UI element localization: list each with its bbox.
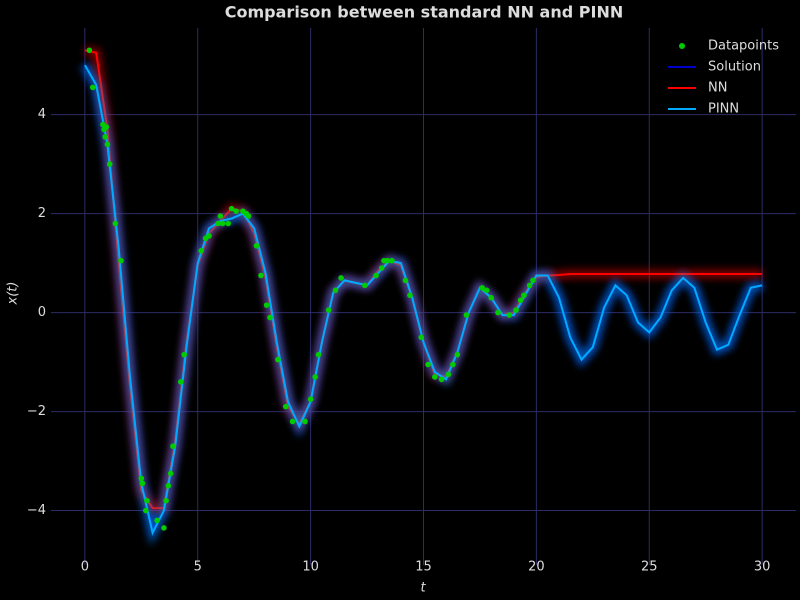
legend-label: PINN bbox=[708, 102, 739, 117]
y-tick-label: 0 bbox=[38, 305, 46, 320]
legend-label: Solution bbox=[708, 60, 761, 75]
data-point bbox=[102, 134, 108, 140]
data-point bbox=[154, 517, 160, 524]
x-tick-label: 5 bbox=[194, 560, 202, 575]
data-point bbox=[438, 376, 445, 383]
data-point bbox=[106, 161, 113, 167]
data-point bbox=[389, 257, 395, 264]
data-point bbox=[495, 309, 501, 316]
line bbox=[84, 64, 763, 536]
data-point bbox=[167, 470, 174, 477]
data-point bbox=[289, 418, 296, 425]
data-point bbox=[161, 525, 167, 531]
data-point bbox=[325, 307, 332, 313]
data-point bbox=[178, 379, 184, 385]
data-point bbox=[104, 141, 111, 148]
data-point bbox=[530, 277, 536, 284]
data-point bbox=[454, 351, 461, 358]
data-point bbox=[253, 242, 260, 249]
y-tick-label: 4 bbox=[38, 107, 46, 122]
data-point bbox=[112, 220, 119, 227]
y-tick-label: −4 bbox=[27, 503, 46, 518]
data-point bbox=[307, 396, 314, 402]
data-point bbox=[402, 277, 409, 284]
data-point bbox=[138, 475, 145, 482]
data-point bbox=[86, 47, 93, 54]
data-point bbox=[450, 361, 456, 368]
x-tick-label: 25 bbox=[641, 560, 658, 575]
data-point bbox=[479, 285, 485, 291]
data-point bbox=[163, 497, 169, 504]
data-point bbox=[144, 497, 150, 504]
data-point bbox=[258, 272, 264, 279]
data-point bbox=[384, 257, 391, 264]
x-tick-label: 0 bbox=[81, 560, 89, 575]
data-point bbox=[275, 356, 281, 363]
x-axis-label: t bbox=[420, 581, 426, 596]
data-point bbox=[219, 220, 226, 227]
data-point bbox=[263, 302, 270, 308]
y-tick-label: 2 bbox=[38, 206, 46, 221]
data-point bbox=[217, 213, 224, 219]
data-point bbox=[425, 361, 431, 368]
data-point bbox=[267, 314, 273, 321]
data-point bbox=[332, 287, 339, 294]
x-tick-label: 10 bbox=[302, 560, 319, 575]
data-point bbox=[338, 275, 344, 281]
legend: Datapoints Solution NN PINN bbox=[668, 39, 779, 117]
data-point bbox=[233, 208, 239, 214]
data-point bbox=[517, 297, 524, 304]
data-point bbox=[407, 292, 413, 299]
data-point bbox=[245, 213, 252, 219]
data-point bbox=[228, 205, 235, 212]
data-point bbox=[143, 507, 149, 514]
legend-label: Datapoints bbox=[708, 39, 779, 54]
data-point bbox=[431, 374, 438, 380]
data-point bbox=[526, 282, 533, 289]
data-point bbox=[373, 272, 379, 279]
data-point bbox=[139, 480, 146, 487]
data-point bbox=[445, 371, 452, 378]
x-tick-label: 20 bbox=[528, 560, 545, 575]
data-point bbox=[362, 282, 368, 289]
data-point bbox=[506, 312, 513, 318]
data-point bbox=[165, 483, 172, 489]
data-point bbox=[463, 312, 470, 318]
data-point bbox=[206, 233, 212, 239]
data-point bbox=[282, 403, 289, 410]
data-point bbox=[521, 292, 527, 299]
legend-marker bbox=[679, 43, 685, 49]
y-axis-label: x(t) bbox=[6, 282, 21, 306]
data-point bbox=[315, 351, 322, 358]
legend-label: NN bbox=[708, 81, 727, 96]
data-point bbox=[170, 443, 176, 450]
data-point bbox=[312, 374, 318, 380]
data-point bbox=[118, 257, 124, 264]
x-tick-label: 15 bbox=[415, 560, 432, 575]
data-point bbox=[225, 220, 232, 227]
data-point bbox=[198, 247, 204, 254]
chart-title: Comparison between standard NN and PINN bbox=[225, 3, 623, 22]
data-point bbox=[89, 84, 96, 91]
data-point bbox=[513, 307, 519, 313]
data-point bbox=[302, 418, 308, 425]
data-point bbox=[181, 351, 187, 358]
data-point bbox=[418, 334, 425, 341]
data-point bbox=[483, 287, 490, 294]
data-point bbox=[378, 265, 385, 271]
data-point bbox=[103, 124, 110, 130]
data-point bbox=[215, 220, 221, 227]
data-point bbox=[488, 294, 495, 301]
y-tick-label: −2 bbox=[27, 404, 46, 419]
x-tick-label: 30 bbox=[754, 560, 771, 575]
